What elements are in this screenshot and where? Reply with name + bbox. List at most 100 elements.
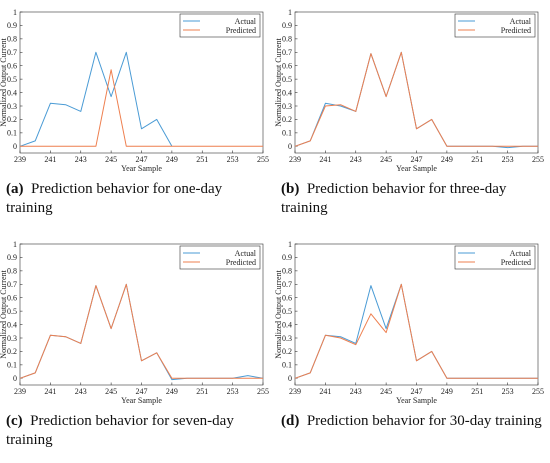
y-tick-label: 0.5: [7, 75, 17, 84]
series-line-actual: [294, 51, 538, 149]
y-tick-label: 0: [288, 374, 292, 383]
x-tick-label: 251: [196, 155, 208, 164]
x-axis-label: Year Sample: [121, 164, 162, 173]
series-line-actual: [294, 283, 538, 379]
legend-label-predicted: Predicted: [501, 258, 531, 267]
y-axis-label: Normalized Output Current: [275, 270, 283, 359]
y-tick-label: 0.2: [282, 115, 292, 124]
x-tick-label: 239: [14, 387, 26, 396]
caption-c: (c) Prediction behavior for seven-day tr…: [6, 412, 268, 450]
series-line-actual: [19, 283, 264, 381]
x-tick-label: 255: [532, 387, 544, 396]
y-tick-label: 0.3: [282, 102, 292, 111]
y-tick-label: 0.2: [7, 115, 17, 124]
y-axis-label: Normalized Output Current: [0, 270, 8, 359]
line-chart-d: 239 241 243 245 247 249 251 253 255 0 0.1 0.2 0.3 0.4…: [275, 240, 544, 405]
legend-label-actual: Actual: [235, 17, 257, 26]
y-tick-label: 0.6: [282, 294, 292, 303]
y-tick-label: 0.1: [7, 129, 17, 138]
legend-label-predicted: Predicted: [501, 26, 531, 35]
x-tick-label: 249: [441, 387, 453, 396]
y-tick-label: 1: [288, 8, 292, 17]
x-tick-label: 251: [471, 155, 483, 164]
y-tick-label: 0.6: [7, 294, 17, 303]
y-tick-label: 0.9: [282, 253, 292, 262]
y-tick-label: 0.5: [282, 75, 292, 84]
x-tick-label: 243: [350, 155, 362, 164]
caption-letter: (d): [281, 413, 300, 429]
legend-label-actual: Actual: [510, 249, 532, 258]
y-tick-label: 0.8: [7, 35, 17, 44]
y-tick-label: 0.3: [7, 334, 17, 343]
y-tick-label: 0.1: [7, 361, 17, 370]
x-tick-label: 247: [411, 387, 423, 396]
y-tick-label: 0.9: [7, 253, 17, 262]
x-tick-label: 251: [471, 387, 483, 396]
y-axis-label: Normalized Output Current: [275, 38, 283, 127]
y-tick-label: 0.4: [7, 320, 17, 329]
y-tick-label: 0.1: [282, 361, 292, 370]
y-tick-label: 0.7: [282, 48, 292, 57]
x-tick-label: 243: [75, 387, 87, 396]
caption-text: Prediction behavior for one-day training: [6, 181, 223, 216]
y-tick-label: 0.2: [282, 347, 292, 356]
y-tick-label: 1: [288, 240, 292, 249]
y-tick-label: 0.4: [282, 88, 292, 97]
legend-box: [179, 13, 261, 38]
x-tick-label: 241: [44, 155, 56, 164]
caption-letter: (a): [6, 181, 24, 197]
caption-b: (b) Prediction behavior for three-day tr…: [281, 180, 543, 218]
y-tick-label: 0.2: [7, 347, 17, 356]
x-tick-label: 255: [257, 387, 269, 396]
y-tick-label: 0.5: [7, 307, 17, 316]
y-tick-label: 0.4: [7, 88, 17, 97]
caption-text: Prediction behavior for seven-day traini…: [6, 413, 234, 448]
y-tick-label: 0.3: [282, 334, 292, 343]
x-tick-label: 241: [319, 155, 331, 164]
y-tick-label: 0.7: [7, 48, 17, 57]
series-line-actual: [19, 51, 173, 147]
caption-text: Prediction behavior for three-day traini…: [281, 181, 507, 216]
series-line-predicted: [19, 283, 263, 379]
y-tick-label: 0.7: [282, 280, 292, 289]
legend-label-predicted: Predicted: [226, 26, 256, 35]
x-tick-label: 249: [166, 155, 178, 164]
y-tick-label: 0.3: [7, 102, 17, 111]
legend-label-actual: Actual: [510, 17, 532, 26]
x-tick-label: 245: [105, 155, 117, 164]
legend-label-predicted: Predicted: [226, 258, 256, 267]
x-tick-label: 249: [166, 387, 178, 396]
x-tick-label: 245: [380, 155, 392, 164]
legend-box: [454, 245, 536, 270]
x-tick-label: 255: [257, 155, 269, 164]
chart-panel-b: 239 241 243 245 247 249 251 253 255 0 0.1 0.2 0.3 0.4…: [275, 0, 550, 231]
legend-box: [179, 245, 261, 270]
y-tick-label: 0: [288, 142, 292, 151]
y-tick-label: 1: [13, 240, 17, 249]
x-tick-label: 255: [532, 155, 544, 164]
x-tick-label: 243: [350, 387, 362, 396]
caption-text: Prediction behavior for 30-day training: [306, 413, 542, 429]
x-tick-label: 247: [136, 387, 148, 396]
y-tick-label: 0.5: [282, 307, 292, 316]
y-tick-label: 0.9: [282, 21, 292, 30]
caption-a: (a) Prediction behavior for one-day trai…: [6, 180, 268, 218]
series-line-predicted: [294, 51, 538, 147]
x-axis-label: Year Sample: [396, 164, 437, 173]
x-tick-label: 247: [411, 155, 423, 164]
x-tick-label: 251: [196, 387, 208, 396]
x-tick-label: 247: [136, 155, 148, 164]
y-tick-label: 0.6: [7, 62, 17, 71]
line-chart-b: 239 241 243 245 247 249 251 253 255 0 0.1 0.2 0.3 0.4…: [275, 8, 544, 173]
y-tick-label: 0.8: [282, 35, 292, 44]
y-tick-label: 0.9: [7, 21, 17, 30]
caption-letter: (c): [6, 413, 23, 429]
y-tick-label: 0.1: [282, 129, 292, 138]
x-tick-label: 249: [441, 155, 453, 164]
line-chart-c: 239 241 243 245 247 249 251 253 255 0 0.1 0.2 0.3 0.4…: [0, 240, 269, 405]
x-tick-label: 239: [289, 387, 301, 396]
line-chart-a: 239 241 243 245 247 249 251 253 255 0 0.1 0.2 0.3 0.4…: [0, 8, 269, 173]
caption-letter: (b): [281, 181, 300, 197]
x-tick-label: 241: [44, 387, 56, 396]
x-tick-label: 253: [502, 387, 514, 396]
